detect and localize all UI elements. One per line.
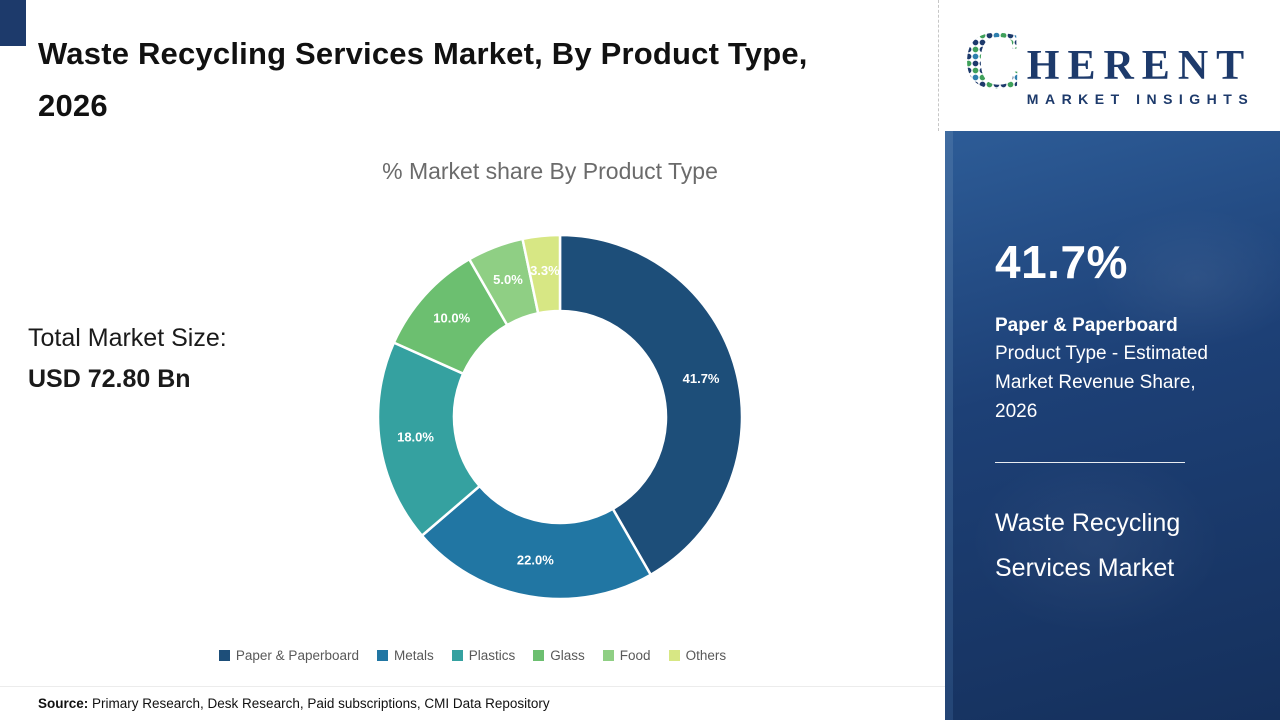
source-note: Source: Primary Research, Desk Research,… (0, 686, 945, 720)
legend-item-plastics: Plastics (451, 648, 516, 663)
coherent-logo: C HERENT MARKET INSIGHTS (965, 25, 1254, 107)
legend-swatch (602, 650, 614, 661)
legend-item-paper-paperboard: Paper & Paperboard (218, 648, 359, 663)
legend-swatch (218, 650, 230, 661)
highlight-panel: 41.7% Paper & Paperboard Product Type - … (945, 131, 1280, 720)
logo-wordmark: HERENT (1026, 42, 1253, 89)
donut-slice-others (521, 233, 562, 315)
highlight-title: Paper & Paperboard (995, 315, 1178, 336)
legend-item-glass: Glass (533, 648, 585, 663)
market-size-value: USD 72.80 Bn (28, 365, 191, 393)
logo-area: C HERENT MARKET INSIGHTS (938, 0, 1280, 131)
logo-initial: C (965, 25, 1023, 95)
corner-accent (0, 0, 26, 46)
highlight-value: 41.7% (995, 236, 1128, 288)
legend-item-metals: Metals (377, 648, 434, 663)
legend-label: Metals (394, 648, 434, 663)
legend-swatch (451, 650, 463, 661)
slice-label-paper-paperboard: 41.7% (683, 371, 720, 386)
source-label: Source: (38, 696, 89, 711)
slice-label-plastics: 18.0% (397, 429, 434, 444)
slice-label-glass: 10.0% (433, 311, 470, 326)
legend-swatch (668, 650, 680, 661)
logo-tagline: MARKET INSIGHTS (1026, 90, 1255, 107)
donut-slice-plastics (376, 340, 482, 538)
legend-label: Others (685, 648, 727, 663)
panel-divider (995, 462, 1185, 463)
legend-item-others: Others (668, 648, 727, 663)
legend-label: Food (619, 648, 651, 663)
slice-label-food: 5.0% (493, 272, 523, 287)
legend-label: Plastics (468, 648, 516, 663)
coherent-logo-icon: C (965, 25, 1023, 95)
donut-slice-paper-paperboard (558, 233, 744, 577)
slice-label-others: 3.3% (530, 263, 560, 278)
legend-label: Glass (550, 648, 585, 663)
panel-market-name: Waste Recycling Services Market (995, 509, 1181, 582)
slice-label-metals: 22.0% (517, 552, 554, 567)
legend-swatch (377, 650, 388, 661)
source-text: Primary Research, Desk Research, Paid su… (88, 696, 550, 711)
legend-label: Paper & Paperboard (235, 648, 359, 663)
legend-swatch (533, 650, 545, 661)
highlight-description: Product Type - Estimated Market Revenue … (995, 343, 1208, 422)
chart-legend: Paper & Paperboard Metals Plastics Glass Foo… (0, 648, 945, 663)
chart-title: % Market share By Product Type (382, 158, 718, 184)
market-size-label: Total Market Size: (28, 324, 227, 352)
page-title: Waste Recycling Services Market, By Prod… (38, 36, 808, 123)
legend-item-food: Food (602, 648, 651, 663)
donut-slice-metals (420, 484, 653, 601)
logo-words: HERENT MARKET INSIGHTS (1026, 42, 1255, 107)
donut-chart: 41.7% 22.0% 18.0% 10.0% 5.0% 3.3% (376, 233, 744, 601)
total-market-size: Total Market Size: USD 72.80 Bn (28, 324, 227, 394)
